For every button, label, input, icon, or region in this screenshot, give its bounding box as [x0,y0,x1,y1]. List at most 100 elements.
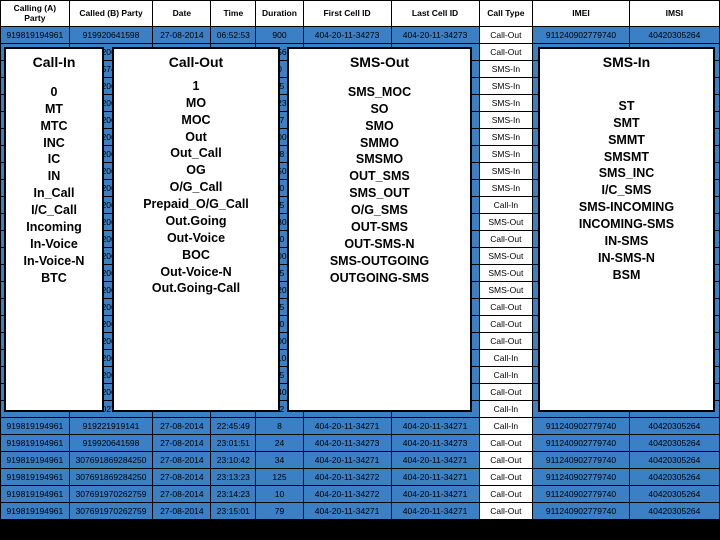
overlay-item: IN [12,168,96,185]
table-cell: Call-Out [479,333,533,350]
overlay-item: Out-Voice-N [120,264,272,281]
overlay-item: Out_Call [120,145,272,162]
table-cell: SMS-In [479,180,533,197]
overlay-item: BOC [120,247,272,264]
overlay-item: SMO [295,118,464,135]
table-cell: Call-Out [479,469,533,486]
table-cell: Call-In [479,197,533,214]
table-cell: 404-20-11-34273 [303,27,391,44]
overlay-item: IN-SMS-N [546,250,707,267]
table-cell: Call-Out [479,435,533,452]
overlay-item: SMT [546,115,707,132]
overlay-item: BSM [546,267,707,284]
table-cell: SMS-In [479,95,533,112]
overlay-title: SMS-In [546,53,707,72]
table-cell: 404-20-11-34272 [303,486,391,503]
table-cell: 307691970262759 [69,503,153,520]
table-cell: Call-Out [479,299,533,316]
overlay-item: SMSMO [295,151,464,168]
table-cell: Call-Out [479,316,533,333]
overlay-item: SMSMT [546,149,707,166]
table-row: 91981919496130769186928425027-08-201423:… [1,452,720,469]
table-cell: 919920641598 [69,435,153,452]
table-cell: 27-08-2014 [153,27,211,44]
table-cell: 404-20-11-34273 [391,435,479,452]
overlay-item: Out-Voice [120,230,272,247]
overlay-item: SMMO [295,135,464,152]
table-cell: SMS-In [479,78,533,95]
overlay-sms-out: SMS-Out SMS_MOCSOSMOSMMOSMSMOOUT_SMSSMS_… [287,47,472,412]
overlay-item: 1 [120,78,272,95]
table-cell: Call-Out [479,452,533,469]
table-row: 91981919496191922191914127-08-201422:45:… [1,418,720,435]
overlay-call-in: Call-In 0MTMTCINCICINIn_CallI/C_CallInco… [4,47,104,412]
table-cell: 40420305264 [629,503,719,520]
table-cell: 10 [256,486,303,503]
table-cell: 911240902779740 [533,452,630,469]
overlay-item: 0 [12,84,96,101]
overlay-call-out: Call-Out 1MOMOCOutOut_CallOGO/G_CallPrep… [112,47,280,412]
table-cell: 900 [256,27,303,44]
table-cell: 8 [256,418,303,435]
overlay-item: Incoming [12,219,96,236]
table-cell: Call-Out [479,503,533,520]
col-header: Duration [256,1,303,27]
overlay-item: OUT-SMS-N [295,236,464,253]
col-header: First Cell ID [303,1,391,27]
table-row: 91981919496191992064159827-08-201406:52:… [1,27,720,44]
overlay-item: MTC [12,118,96,135]
col-header: Calling (A) Party [1,1,70,27]
table-cell: 27-08-2014 [153,486,211,503]
table-cell: 404-20-11-34273 [303,435,391,452]
overlay-item: In-Voice [12,236,96,253]
table-cell: 79 [256,503,303,520]
overlay-item: O/G_SMS [295,202,464,219]
table-cell: Call-Out [479,486,533,503]
table-cell: Call-Out [479,231,533,248]
overlay-item: In_Call [12,185,96,202]
table-cell: 40420305264 [629,418,719,435]
overlay-item: MOC [120,112,272,129]
overlay-item: SMS-OUTGOING [295,253,464,270]
table-cell: 27-08-2014 [153,418,211,435]
table-cell: SMS-Out [479,214,533,231]
table-cell: SMS-In [479,129,533,146]
table-cell: SMS-Out [479,248,533,265]
overlay-item: SMS-INCOMING [546,199,707,216]
table-cell: 919221919141 [69,418,153,435]
overlay-item: BTC [12,270,96,287]
table-cell: SMS-In [479,61,533,78]
table-cell: 911240902779740 [533,503,630,520]
overlay-item: SMS_MOC [295,84,464,101]
table-cell: 404-20-11-34271 [391,469,479,486]
overlay-item: INCOMING-SMS [546,216,707,233]
table-cell: SMS-In [479,163,533,180]
table-cell: 911240902779740 [533,435,630,452]
table-cell: Call-Out [479,384,533,401]
overlay-title: Call-Out [120,53,272,72]
overlay-item: OUT_SMS [295,168,464,185]
col-header: Last Cell ID [391,1,479,27]
table-cell: 404-20-11-34272 [303,469,391,486]
table-cell: Call-In [479,401,533,418]
overlay-item: I/C_Call [12,202,96,219]
table-cell: 27-08-2014 [153,452,211,469]
table-cell: 404-20-11-34271 [303,452,391,469]
table-cell: 404-20-11-34271 [303,418,391,435]
table-row: 91981919496130769186928425027-08-201423:… [1,469,720,486]
overlay-item: SO [295,101,464,118]
overlay-item: IC [12,151,96,168]
table-cell: 06:52:53 [211,27,256,44]
table-cell: 404-20-11-34271 [391,452,479,469]
table-cell: 40420305264 [629,469,719,486]
table-cell: SMS-Out [479,265,533,282]
overlay-item: ST [546,98,707,115]
table-cell: 23:14:23 [211,486,256,503]
overlay-item: SMS_INC [546,165,707,182]
overlay-item: OG [120,162,272,179]
col-header: Called (B) Party [69,1,153,27]
table-cell: 27-08-2014 [153,435,211,452]
table-cell: SMS-In [479,146,533,163]
table-cell: 307691869284250 [69,452,153,469]
table-cell: 40420305264 [629,435,719,452]
